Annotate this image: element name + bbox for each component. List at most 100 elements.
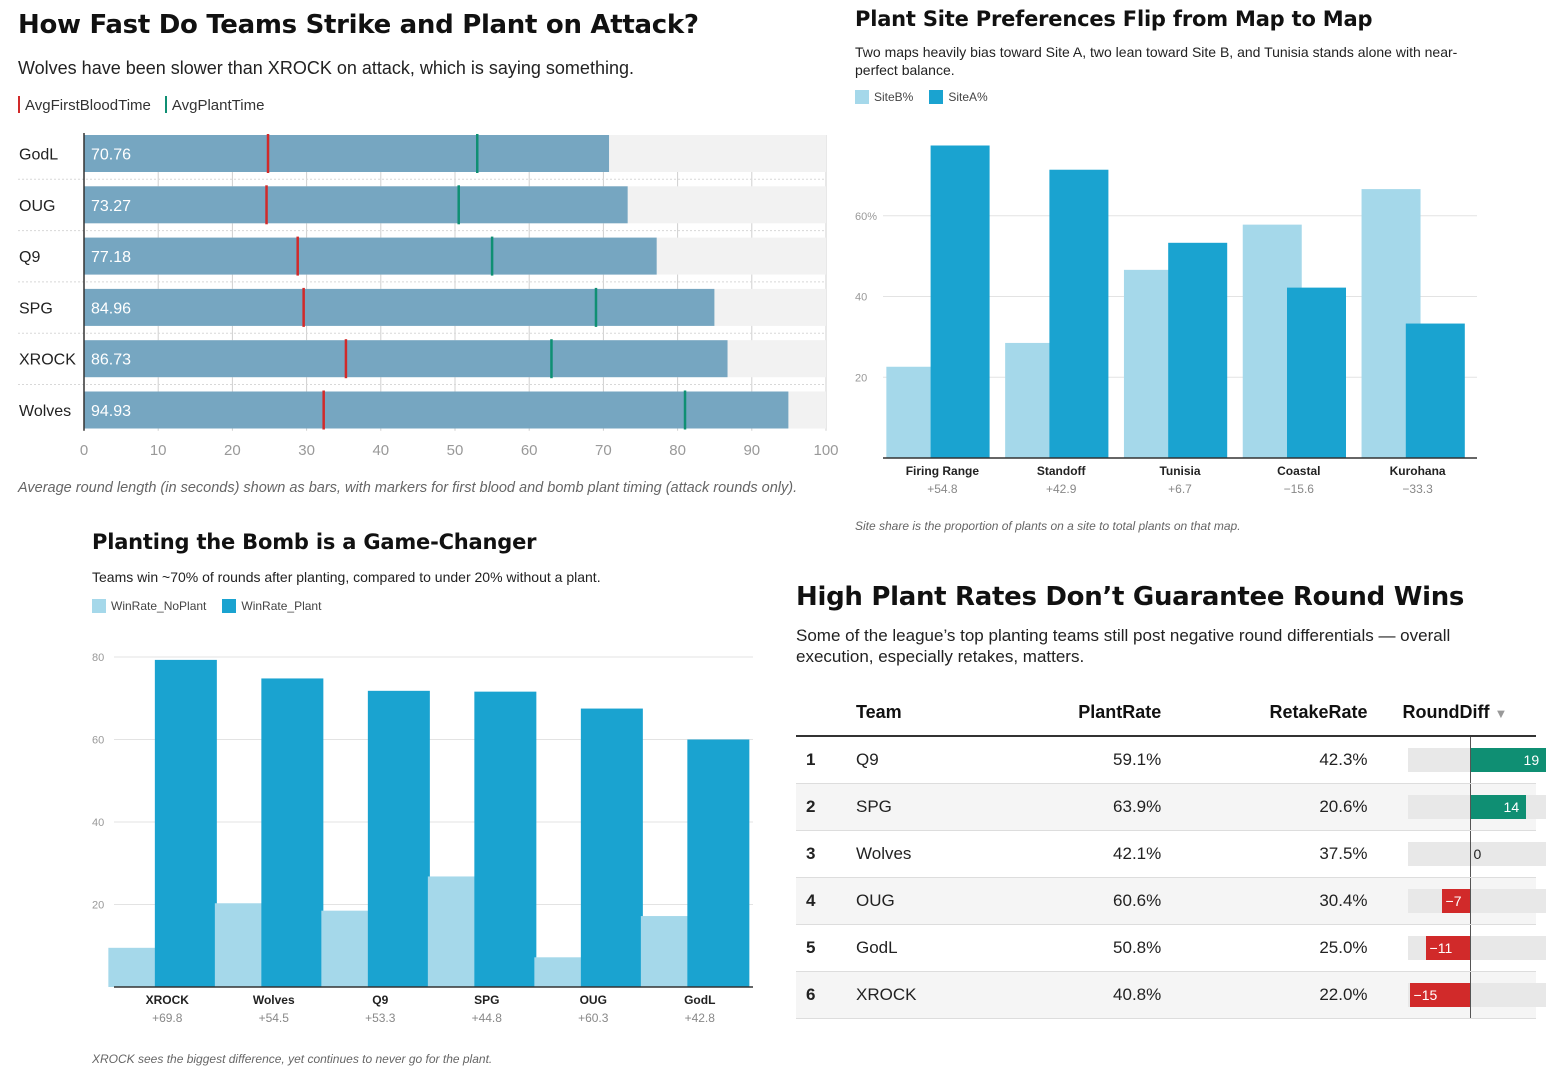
category-label: GodL [684,993,715,1007]
row-retakerate: 37.5% [1161,830,1368,878]
diff-zero-line [1469,784,1471,830]
col-team[interactable]: Team [856,690,993,737]
table-row: 1 Q9 59.1% 42.3% 19 [796,736,1546,784]
row-team: OUG [856,877,993,925]
diff-value-label: 19 [1523,752,1540,768]
team-label: GodL [19,147,58,164]
diff-value-label: −15 [1413,987,1438,1003]
col-plantrate[interactable]: PlantRate [992,690,1162,737]
x-tick-label: 50 [447,442,464,459]
row-plantrate: 63.9% [992,783,1162,831]
x-tick-label: 70 [595,442,612,459]
diff-zero-line [1469,737,1471,783]
panel3-title: Planting the Bomb is a Game-Changer [92,530,537,554]
legend-plant-time: AvgPlantTime [164,96,264,114]
row-retakerate: 30.4% [1161,877,1368,925]
winrate-bar-dark [154,659,217,987]
winrate-bar-dark [367,690,430,987]
col-retakerate[interactable]: RetakeRate [1161,690,1368,737]
row-plantrate: 42.1% [992,830,1162,878]
winrate-bar-dark [474,691,537,987]
panel-plant-table: High Plant Rates Don’t Guarantee Round W… [796,580,1546,1020]
panel1-legend: AvgFirstBloodTime AvgPlantTime [18,96,264,114]
diff-zero-line [1469,925,1471,971]
legend-plant: WinRate_Plant [222,599,321,613]
x-tick-label: 80 [669,442,686,459]
site-bar-dark [1049,169,1109,458]
row-plantrate: 60.6% [992,877,1162,925]
diff-track [1407,889,1546,913]
y-tick-label: 40 [92,817,104,829]
bar-value-label: 70.76 [91,147,131,164]
x-tick-label: 40 [372,442,389,459]
col-rounddiff[interactable]: RoundDiff ▼ [1367,690,1536,737]
category-label: Q9 [372,993,388,1007]
panel-attack-speed: How Fast Do Teams Strike and Plant on At… [18,8,838,523]
row-rounddiff: −11 [1367,924,1546,972]
panel1-caption: Average round length (in seconds) shown … [18,480,798,496]
difference-label: +60.3 [578,1011,609,1025]
table-row: 2 SPG 63.9% 20.6% 14 [796,783,1546,831]
x-tick-label: 30 [298,442,315,459]
table-header-row: Team PlantRate RetakeRate RoundDiff ▼ [796,690,1536,737]
difference-label: +42.8 [685,1011,716,1025]
difference-label: +53.3 [365,1011,396,1025]
x-tick-label: 90 [743,442,760,459]
winrate-bar-dark [261,678,324,987]
diff-value-label: −7 [1445,893,1462,909]
winrate-bar-dark [580,708,643,987]
table-row: 3 Wolves 42.1% 37.5% 0 [796,830,1546,878]
row-retakerate: 20.6% [1161,783,1368,831]
round-length-bar [84,237,657,275]
winrate-bar-dark [687,739,750,987]
difference-label: +54.8 [927,482,958,496]
diff-zero-line [1469,972,1471,1018]
diff-bar [1441,889,1470,913]
y-tick-label: 20 [855,372,867,384]
diff-bar [1469,748,1546,772]
row-rounddiff: −7 [1367,877,1546,925]
sort-desc-icon[interactable]: ▼ [1494,706,1508,721]
bar-value-label: 94.93 [91,403,131,420]
row-retakerate: 25.0% [1161,924,1368,972]
row-rank: 1 [796,736,856,784]
row-plantrate: 40.8% [992,971,1162,1019]
team-label: Wolves [19,403,71,420]
panel1-title: How Fast Do Teams Strike and Plant on At… [18,10,699,40]
col-rounddiff-label: RoundDiff [1402,702,1490,722]
round-length-bar [84,135,610,172]
row-retakerate: 42.3% [1161,736,1368,784]
x-tick-label: 60 [521,442,538,459]
legend-first-blood: AvgFirstBloodTime [18,96,151,114]
category-label: Kurohana [1390,464,1446,478]
row-team: SPG [856,783,993,831]
panel-site-preference: Plant Site Preferences Flip from Map to … [855,5,1505,540]
row-rounddiff: 14 [1367,783,1546,831]
panel3-subtitle: Teams win ~70% of rounds after planting,… [92,569,601,585]
legend-no-plant: WinRate_NoPlant [92,599,206,613]
round-length-bar [84,340,728,378]
diff-zero-line [1469,831,1471,877]
y-tick-label: 60% [855,211,877,223]
row-plantrate: 50.8% [992,924,1162,972]
y-tick-label: 80 [92,652,104,664]
site-preference-chart: 20 40 60% Firing Range +54.8 Standoff +42.9 Tun… [855,145,1477,496]
panel2-legend: SiteB% SiteA% [855,90,998,104]
legend-site-b: SiteB% [855,90,913,104]
panel2-title: Plant Site Preferences Flip from Map to … [855,7,1373,31]
category-label: Coastal [1277,464,1320,478]
legend-site-a: SiteA% [929,90,988,104]
difference-label: +44.8 [472,1011,503,1025]
category-label: Standoff [1037,464,1087,478]
row-plantrate: 59.1% [992,736,1162,784]
diff-bar [1409,983,1470,1007]
row-team: GodL [856,924,993,972]
panel1-subtitle: Wolves have been slower than XROCK on at… [18,58,634,78]
difference-label: +54.5 [259,1011,290,1025]
diff-bar [1425,936,1470,960]
x-tick-label: 10 [150,442,167,459]
panel2-caption: Site share is the proportion of plants o… [855,519,1241,533]
panel3-legend: WinRate_NoPlant WinRate_Plant [92,599,331,613]
row-team: XROCK [856,971,993,1019]
row-team: Q9 [856,736,993,784]
